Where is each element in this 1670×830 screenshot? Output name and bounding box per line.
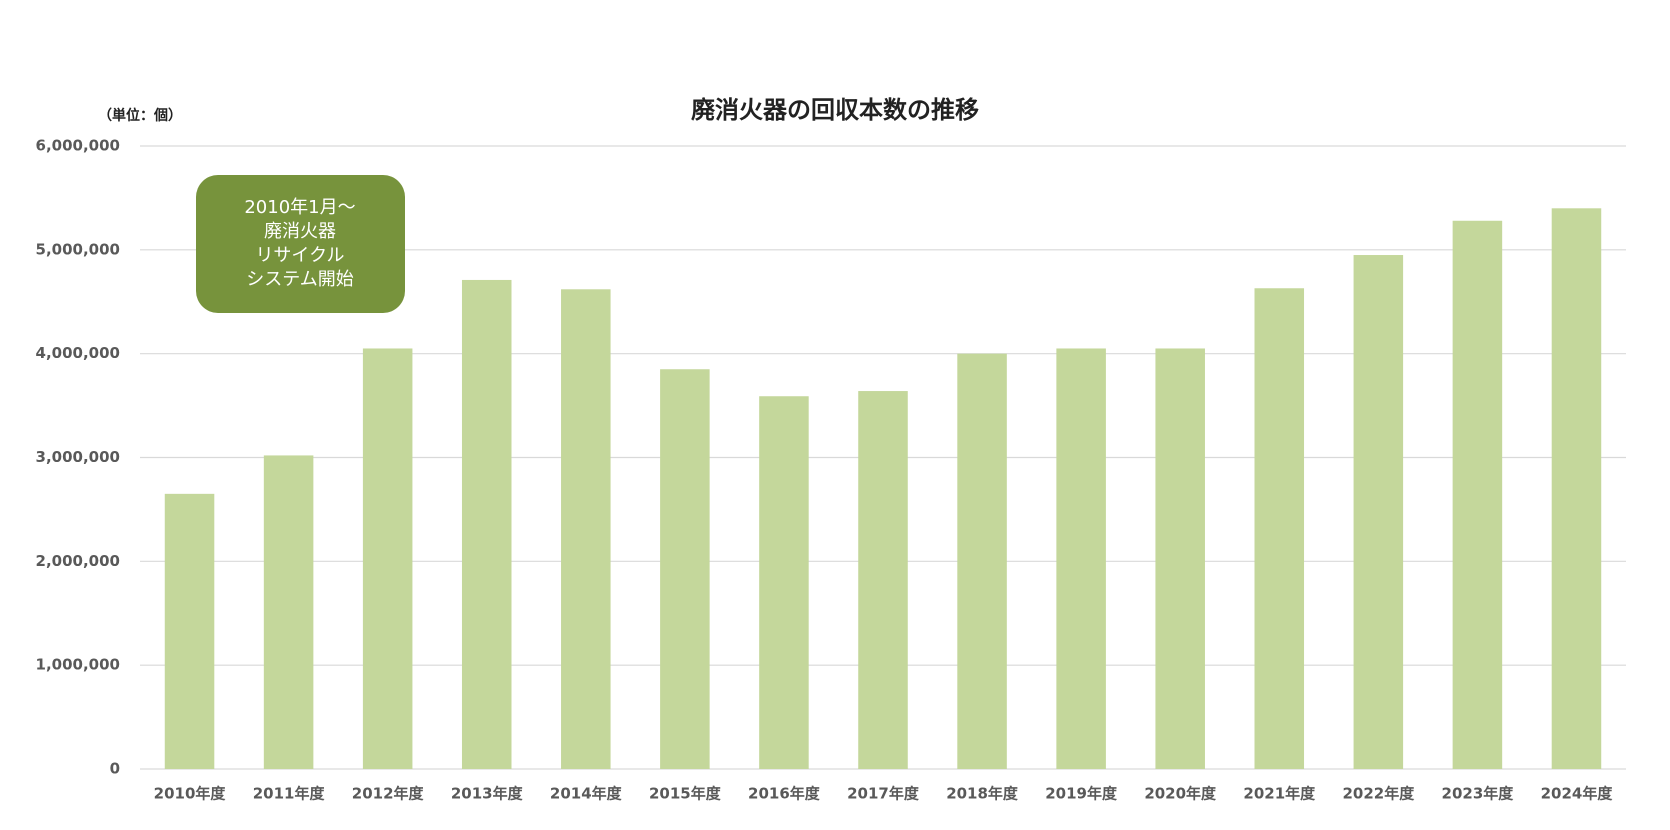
bar: [164, 493, 215, 769]
x-tick-label: 2022年度: [1342, 785, 1415, 803]
x-tick-label: 2012年度: [352, 785, 425, 803]
annotation-text: リサイクル: [255, 245, 344, 266]
y-tick-label: 4,000,000: [36, 344, 120, 362]
bar: [1551, 208, 1602, 770]
y-tick-label: 1,000,000: [36, 656, 120, 674]
x-tick-label: 2021年度: [1243, 785, 1316, 803]
bar: [858, 391, 908, 769]
y-tick-label: 3,000,000: [36, 448, 120, 466]
x-tick-label: 2023年度: [1442, 785, 1515, 803]
annotation-text: 2010年1月～: [244, 197, 355, 218]
bar: [660, 369, 710, 769]
bar: [1056, 348, 1106, 769]
x-tick-label: 2020年度: [1144, 785, 1217, 803]
x-tick-label: 2015年度: [649, 785, 722, 803]
bar: [759, 396, 809, 769]
y-tick-label: 0: [110, 760, 120, 778]
x-tick-label: 2024年度: [1541, 785, 1614, 803]
y-tick-label: 5,000,000: [36, 240, 120, 258]
bar: [1254, 288, 1305, 769]
annotation-text: 廃消火器: [264, 221, 336, 242]
bar: [362, 348, 413, 769]
y-tick-label: 6,000,000: [36, 137, 120, 155]
x-tick-label: 2010年度: [154, 785, 227, 803]
bar: [263, 455, 314, 769]
x-tick-label: 2017年度: [847, 785, 920, 803]
bar: [1155, 348, 1205, 769]
x-tick-label: 2014年度: [550, 785, 623, 803]
bar: [461, 279, 512, 769]
bar: [1452, 220, 1503, 769]
x-tick-label: 2016年度: [748, 785, 821, 803]
bar: [957, 353, 1007, 769]
x-tick-label: 2013年度: [451, 785, 524, 803]
x-tick-label: 2011年度: [253, 785, 326, 803]
unit-label: （単位：個）: [98, 107, 182, 124]
x-tick-label: 2018年度: [946, 785, 1019, 803]
x-tick-label: 2019年度: [1045, 785, 1118, 803]
annotation-box: [196, 175, 405, 313]
chart-title: 廃消火器の回収本数の推移: [691, 96, 979, 124]
bar: [1353, 255, 1404, 769]
annotation-text: システム開始: [246, 269, 353, 290]
y-tick-label: 2,000,000: [36, 552, 120, 570]
bar: [561, 289, 611, 769]
